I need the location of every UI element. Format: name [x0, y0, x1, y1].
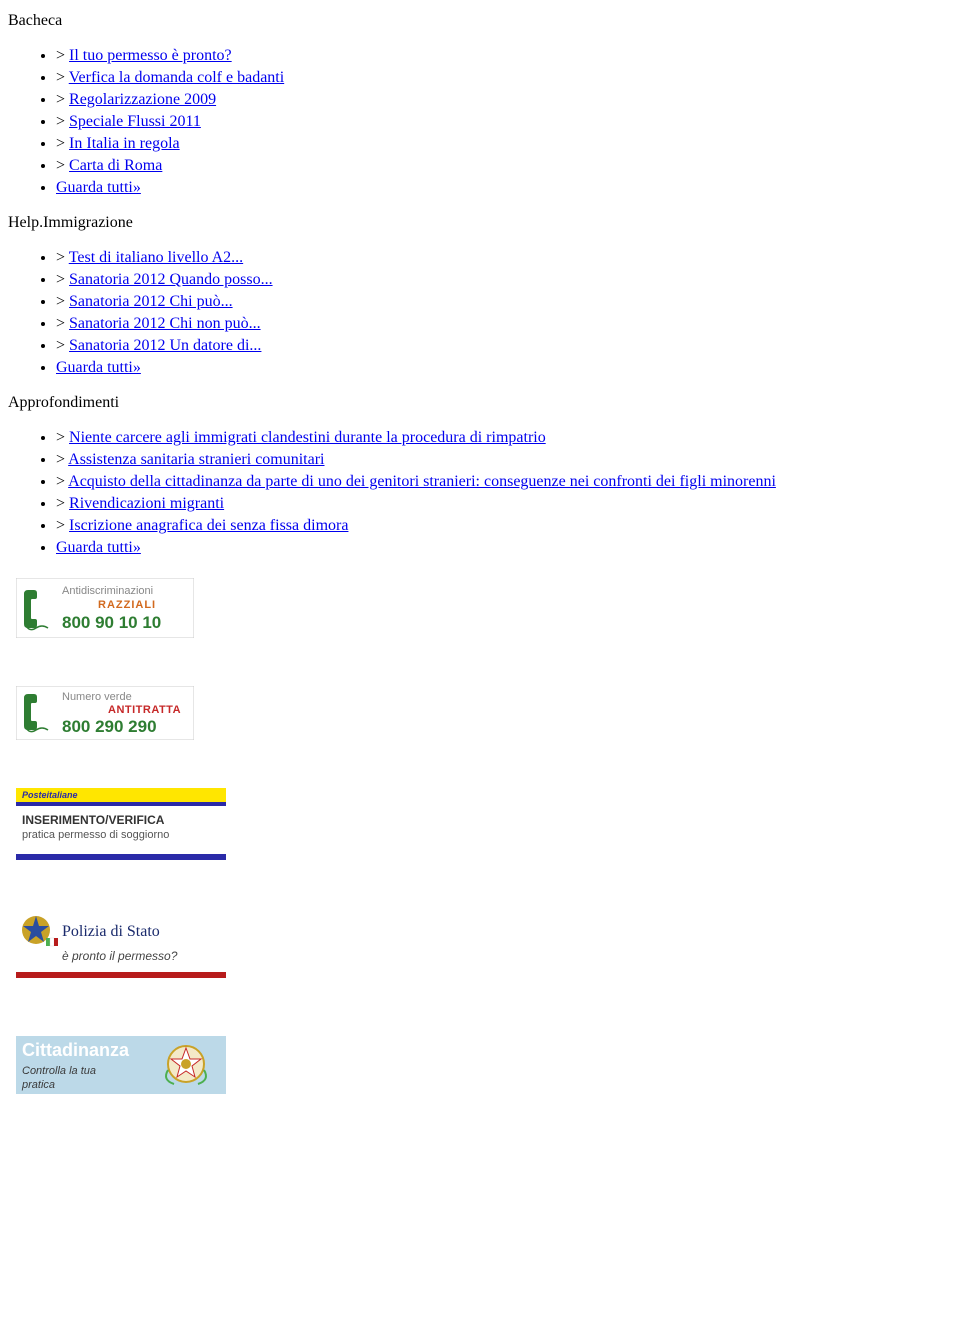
- list-item: > Acquisto della cittadinanza da parte d…: [56, 472, 952, 492]
- list-item: Guarda tutti»: [56, 178, 952, 198]
- svg-text:Cittadinanza: Cittadinanza: [22, 1040, 130, 1060]
- svg-text:Controlla la tua: Controlla la tua: [22, 1065, 96, 1077]
- gt-prefix: >: [56, 429, 69, 446]
- section-heading-bacheca: Bacheca: [8, 12, 952, 30]
- approfondimenti-link[interactable]: Rivendicazioni migranti: [69, 495, 224, 512]
- svg-text:INSERIMENTO/VERIFICA: INSERIMENTO/VERIFICA: [22, 813, 165, 827]
- gt-prefix: >: [56, 495, 69, 512]
- list-item: > Speciale Flussi 2011: [56, 112, 952, 132]
- gt-prefix: >: [56, 135, 69, 152]
- list-item: > Sanatoria 2012 Chi può...: [56, 292, 952, 312]
- approfondimenti-link[interactable]: Iscrizione anagrafica dei senza fissa di…: [69, 517, 348, 534]
- view-all-link[interactable]: Guarda tutti»: [56, 359, 141, 376]
- gt-prefix: >: [56, 451, 68, 468]
- list-item: > Regolarizzazione 2009: [56, 90, 952, 110]
- banner-antitratta[interactable]: Numero verdeANTITRATTA800 290 290: [16, 686, 952, 740]
- gt-prefix: >: [56, 473, 68, 490]
- gt-prefix: >: [56, 271, 69, 288]
- svg-text:800 90 10 10: 800 90 10 10: [62, 613, 161, 632]
- help-link[interactable]: Sanatoria 2012 Un datore di...: [69, 337, 261, 354]
- gt-prefix: >: [56, 517, 69, 534]
- list-item: > Assistenza sanitaria stranieri comunit…: [56, 450, 952, 470]
- svg-text:pratica permesso di soggiorno: pratica permesso di soggiorno: [22, 829, 169, 841]
- approfondimenti-link[interactable]: Niente carcere agli immigrati clandestin…: [69, 429, 546, 446]
- banner-posteitaliane[interactable]: Posteitaliane INSERIMENTO/VERIFICA pratica…: [16, 788, 952, 860]
- list-item: > Iscrizione anagrafica dei senza fissa …: [56, 516, 952, 536]
- bacheca-link[interactable]: Regolarizzazione 2009: [69, 91, 216, 108]
- view-all-link[interactable]: Guarda tutti»: [56, 179, 141, 196]
- list-item: Guarda tutti»: [56, 538, 952, 558]
- svg-text:Antidiscriminazioni: Antidiscriminazioni: [62, 585, 153, 597]
- bacheca-link[interactable]: Speciale Flussi 2011: [69, 113, 201, 130]
- list-item: > Rivendicazioni migranti: [56, 494, 952, 514]
- banner-posteitaliane-icon: Posteitaliane INSERIMENTO/VERIFICA pratica…: [16, 788, 226, 860]
- banner-polizia-icon: Polizia di Stato è pronto il permesso?: [16, 908, 226, 988]
- bacheca-link[interactable]: Carta di Roma: [69, 157, 162, 174]
- list-item: Guarda tutti»: [56, 358, 952, 378]
- svg-text:Numero verde: Numero verde: [62, 691, 132, 703]
- approfondimenti-link[interactable]: Assistenza sanitaria stranieri comunitar…: [68, 451, 324, 468]
- bacheca-link[interactable]: Il tuo permesso è pronto?: [69, 47, 232, 64]
- svg-text:ANTITRATTA: ANTITRATTA: [108, 704, 181, 716]
- help-link[interactable]: Test di italiano livello A2...: [69, 249, 243, 266]
- list-item: > Sanatoria 2012 Chi non può...: [56, 314, 952, 334]
- help-link[interactable]: Sanatoria 2012 Chi non può...: [69, 315, 261, 332]
- gt-prefix: >: [56, 69, 69, 86]
- list-item: > Sanatoria 2012 Un datore di...: [56, 336, 952, 356]
- bacheca-list: > Il tuo permesso è pronto? > Verfica la…: [8, 46, 952, 198]
- bacheca-link[interactable]: In Italia in regola: [69, 135, 180, 152]
- list-item: > Test di italiano livello A2...: [56, 248, 952, 268]
- gt-prefix: >: [56, 337, 69, 354]
- help-link[interactable]: Sanatoria 2012 Chi può...: [69, 293, 233, 310]
- help-link[interactable]: Sanatoria 2012 Quando posso...: [69, 271, 273, 288]
- help-list: > Test di italiano livello A2... > Sanat…: [8, 248, 952, 378]
- gt-prefix: >: [56, 47, 69, 64]
- gt-prefix: >: [56, 249, 69, 266]
- view-all-link[interactable]: Guarda tutti»: [56, 539, 141, 556]
- banner-polizia[interactable]: Polizia di Stato è pronto il permesso?: [16, 908, 952, 988]
- section-heading-help: Help.Immigrazione: [8, 214, 952, 232]
- svg-text:Polizia di Stato: Polizia di Stato: [62, 923, 160, 940]
- banner-cittadinanza-icon: Cittadinanza Controlla la tua pratica: [16, 1036, 226, 1094]
- section-heading-approfondimenti: Approfondimenti: [8, 394, 952, 412]
- gt-prefix: >: [56, 91, 69, 108]
- svg-text:pratica: pratica: [21, 1079, 55, 1091]
- list-item: > Niente carcere agli immigrati clandest…: [56, 428, 952, 448]
- approfondimenti-link[interactable]: Acquisto della cittadinanza da parte di …: [68, 473, 776, 490]
- list-item: > Il tuo permesso è pronto?: [56, 46, 952, 66]
- svg-text:800 290 290: 800 290 290: [62, 717, 157, 736]
- banner-antidiscriminazioni-icon: Antidiscriminazioni RAZZIALI 800 90 10 10: [16, 578, 194, 638]
- list-item: > Verfica la domanda colf e badanti: [56, 68, 952, 88]
- banner-antidiscriminazioni[interactable]: Antidiscriminazioni RAZZIALI 800 90 10 10: [16, 578, 952, 638]
- list-item: > In Italia in regola: [56, 134, 952, 154]
- approfondimenti-list: > Niente carcere agli immigrati clandest…: [8, 428, 952, 558]
- bacheca-link[interactable]: Verfica la domanda colf e badanti: [69, 69, 284, 86]
- list-item: > Sanatoria 2012 Quando posso...: [56, 270, 952, 290]
- gt-prefix: >: [56, 157, 69, 174]
- banner-cittadinanza[interactable]: Cittadinanza Controlla la tua pratica: [16, 1036, 952, 1094]
- banner-antitratta-icon: Numero verdeANTITRATTA800 290 290: [16, 686, 194, 740]
- gt-prefix: >: [56, 113, 69, 130]
- gt-prefix: >: [56, 315, 69, 332]
- svg-text:RAZZIALI: RAZZIALI: [98, 599, 156, 611]
- gt-prefix: >: [56, 293, 69, 310]
- svg-text:Posteitaliane: Posteitaliane: [22, 790, 78, 800]
- svg-text:è pronto il permesso?: è pronto il permesso?: [62, 949, 178, 963]
- list-item: > Carta di Roma: [56, 156, 952, 176]
